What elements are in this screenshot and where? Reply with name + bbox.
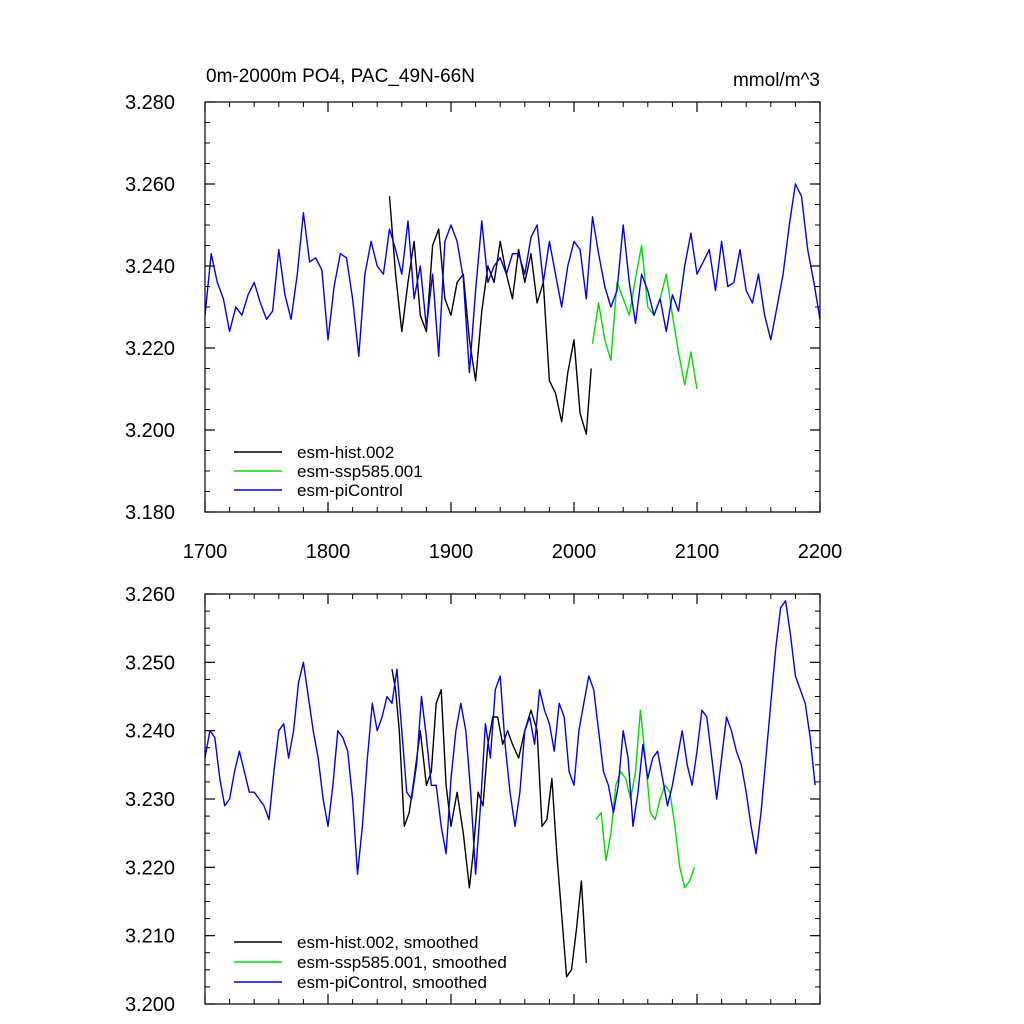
legend-label: esm-ssp585.001 bbox=[297, 462, 423, 481]
y-tick-label: 3.180 bbox=[125, 502, 175, 524]
series-line bbox=[204, 600, 816, 875]
y-tick-label: 3.200 bbox=[125, 420, 175, 442]
y-tick-label: 3.240 bbox=[125, 256, 175, 278]
y-tick-label: 3.250 bbox=[125, 652, 175, 674]
bottom-axis-ticks: 3.200 3.210 3.220 3.230 3.240 3.250 3.260 bbox=[125, 584, 821, 1016]
y-tick-label: 3.260 bbox=[125, 174, 175, 196]
legend-label: esm-piControl bbox=[297, 481, 403, 500]
series-line bbox=[388, 196, 592, 435]
legend-label: esm-ssp585.001, smoothed bbox=[297, 953, 507, 972]
x-tick-label: 2100 bbox=[675, 541, 720, 563]
y-tick-label: 3.230 bbox=[125, 789, 175, 811]
y-tick-label: 3.240 bbox=[125, 721, 175, 743]
top-chart-panel: 0m-2000m PO4, PAC_49N-66N mmol/m^3 3.180… bbox=[125, 66, 842, 563]
x-tick-label: 2200 bbox=[798, 541, 843, 563]
x-tick-label: 1700 bbox=[183, 541, 228, 563]
legend-label: esm-piControl, smoothed bbox=[297, 973, 487, 992]
bottom-plot-frame bbox=[204, 593, 821, 1005]
series-line bbox=[204, 183, 821, 374]
units-label: mmol/m^3 bbox=[733, 70, 820, 91]
top-axis-ticks: 3.180 3.200 3.220 3.240 3.260 3.280 1700 1800 19… bbox=[125, 92, 842, 563]
series-line bbox=[391, 669, 587, 978]
top-series-lines bbox=[204, 183, 821, 435]
y-tick-label: 3.200 bbox=[125, 994, 175, 1016]
chart-title: 0m-2000m PO4, PAC_49N-66N bbox=[206, 66, 475, 87]
top-plot-frame bbox=[204, 101, 821, 513]
bottom-series-lines bbox=[204, 600, 816, 978]
x-tick-label: 1800 bbox=[306, 541, 351, 563]
y-tick-label: 3.260 bbox=[125, 584, 175, 606]
legend-label: esm-hist.002 bbox=[297, 443, 394, 462]
x-tick-label: 2000 bbox=[552, 541, 597, 563]
y-tick-label: 3.280 bbox=[125, 92, 175, 114]
y-tick-label: 3.210 bbox=[125, 926, 175, 948]
bottom-chart-panel: 3.200 3.210 3.220 3.230 3.240 3.250 3.260 esm-… bbox=[125, 584, 821, 1016]
x-tick-label: 1900 bbox=[429, 541, 474, 563]
y-tick-label: 3.220 bbox=[125, 338, 175, 360]
y-tick-label: 3.220 bbox=[125, 857, 175, 879]
series-line bbox=[591, 244, 698, 390]
legend-label: esm-hist.002, smoothed bbox=[297, 933, 478, 952]
